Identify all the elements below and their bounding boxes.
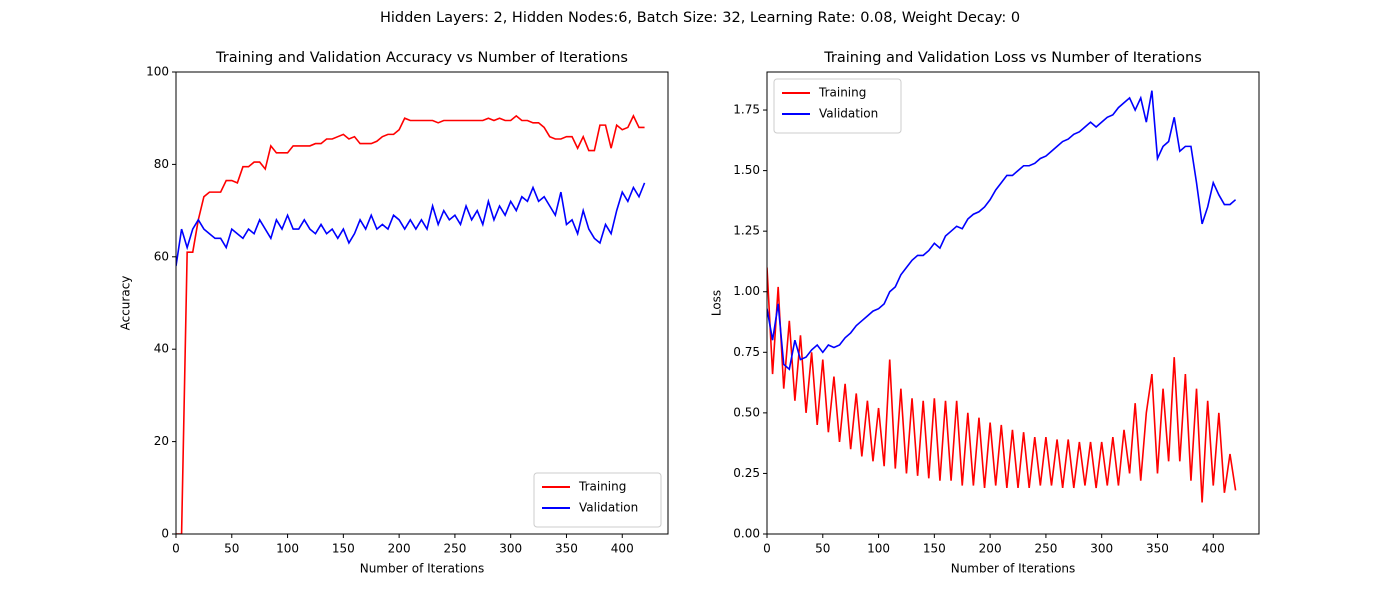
x-axis-label: Number of Iterations [951,562,1076,576]
x-tick-label: 400 [611,542,634,556]
x-tick-label: 50 [224,542,239,556]
axes-title: Training and Validation Loss vs Number o… [823,50,1202,66]
x-tick-label: 400 [1202,542,1225,556]
y-tick-label: 0.50 [733,405,760,419]
x-tick-label: 350 [1146,542,1169,556]
y-tick-label: 60 [154,249,169,263]
y-tick-label: 20 [154,434,169,448]
legend-label: Training [818,86,866,100]
x-tick-label: 0 [763,542,771,556]
y-axis-label: Loss [710,290,724,316]
legend-label: Validation [819,107,878,121]
figure-title: Hidden Layers: 2, Hidden Nodes:6, Batch … [380,10,1020,26]
y-tick-label: 1.50 [733,163,760,177]
y-tick-label: 0.75 [733,345,760,359]
x-tick-label: 200 [388,542,411,556]
x-tick-label: 300 [1090,542,1113,556]
y-tick-label: 0.25 [733,466,760,480]
x-tick-label: 200 [979,542,1002,556]
x-tick-label: 100 [276,542,299,556]
x-tick-label: 0 [172,542,180,556]
legend-label: Validation [579,501,638,515]
x-tick-label: 50 [815,542,830,556]
x-tick-label: 250 [443,542,466,556]
x-tick-label: 150 [332,542,355,556]
x-tick-label: 300 [499,542,522,556]
y-tick-label: 100 [146,65,169,79]
y-axis-label: Accuracy [119,276,133,331]
series-line [767,267,1237,503]
y-tick-label: 0 [161,527,169,541]
axes-title: Training and Validation Accuracy vs Numb… [215,50,628,66]
y-tick-label: 0.00 [733,527,760,541]
x-tick-label: 350 [555,542,578,556]
series-line [767,90,1237,371]
y-tick-label: 40 [154,342,169,356]
axes-frame [175,71,669,535]
axes-frame [766,71,1260,535]
y-tick-label: 1.25 [733,224,760,238]
series-line [176,114,645,534]
y-tick-label: 1.75 [733,103,760,117]
legend-label: Training [578,480,626,494]
y-tick-label: 80 [154,157,169,171]
x-tick-label: 100 [867,542,890,556]
x-axis-label: Number of Iterations [360,562,485,576]
y-tick-label: 1.00 [733,284,760,298]
x-tick-label: 150 [923,542,946,556]
x-tick-label: 250 [1034,542,1057,556]
series-line [176,182,646,267]
